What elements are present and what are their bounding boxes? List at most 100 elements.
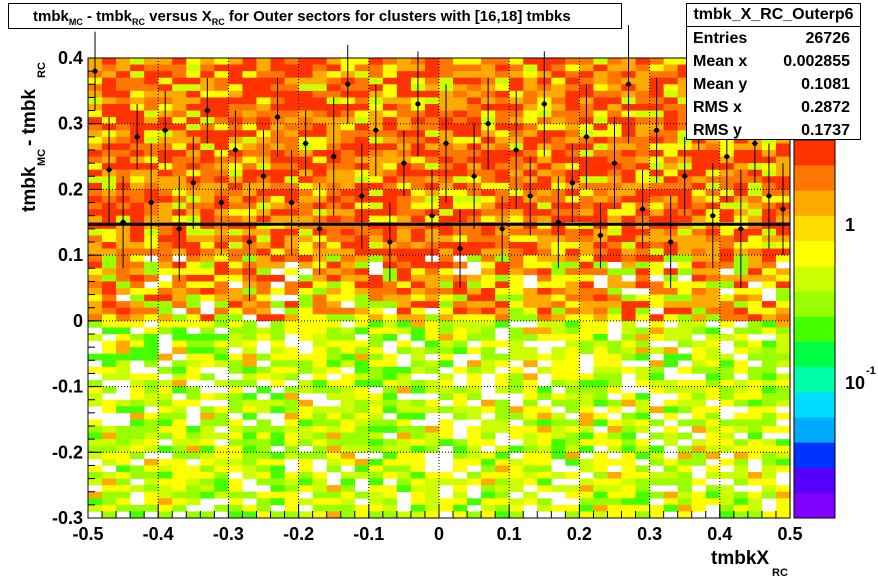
heatmap-cell	[621, 452, 636, 460]
heatmap-cell	[635, 71, 650, 79]
heatmap-cell	[326, 380, 342, 387]
heatmap-cell	[214, 465, 229, 473]
heatmap-cell	[551, 419, 566, 427]
heatmap-cell	[368, 301, 384, 309]
heatmap-cell	[775, 294, 791, 302]
heatmap-cell	[733, 294, 749, 302]
heatmap-cell	[775, 301, 791, 309]
heatmap-cell	[481, 228, 496, 236]
heatmap-cell	[200, 235, 215, 243]
heatmap-cell	[312, 426, 327, 433]
x-axis-label-sub: RC	[772, 567, 788, 578]
heatmap-cell	[326, 261, 342, 269]
profile-point	[359, 193, 365, 199]
heatmap-cell	[635, 419, 650, 427]
heatmap-cell	[200, 327, 215, 335]
heatmap-cell	[158, 320, 173, 328]
heatmap-cell	[649, 511, 664, 519]
heatmap-cell	[186, 314, 201, 322]
heatmap-cell	[410, 399, 426, 407]
heatmap-cell	[410, 458, 426, 466]
heatmap-cell	[593, 294, 608, 302]
heatmap-cell	[775, 353, 791, 361]
heatmap-cell	[382, 130, 398, 138]
heatmap-cell	[116, 301, 131, 309]
heatmap-cell	[621, 150, 636, 157]
heatmap-cell	[607, 215, 622, 223]
heatmap-cell	[270, 163, 285, 171]
heatmap-cell	[410, 196, 426, 203]
heatmap-cell	[747, 202, 763, 210]
heatmap-cell	[593, 452, 608, 460]
heatmap-cell	[242, 169, 257, 177]
heatmap-cell	[354, 426, 370, 433]
heatmap-cell	[312, 511, 327, 519]
heatmap-cell	[158, 472, 173, 479]
heatmap-cell	[354, 136, 370, 144]
heatmap-cell	[565, 274, 580, 282]
heatmap-cell	[607, 274, 622, 282]
heatmap-cell	[186, 399, 201, 407]
heatmap-cell	[635, 248, 650, 256]
heatmap-cell	[677, 104, 693, 111]
heatmap-cell	[453, 97, 468, 105]
heatmap-cell	[172, 320, 187, 328]
heatmap-cell	[705, 439, 721, 447]
heatmap-cell	[621, 228, 636, 236]
heatmap-cell	[579, 189, 594, 197]
heatmap-cell	[453, 150, 468, 157]
heatmap-cell	[130, 268, 145, 276]
heatmap-cell	[593, 163, 608, 171]
heatmap-cell	[200, 432, 215, 440]
heatmap-cell	[284, 347, 299, 355]
heatmap-cell	[256, 77, 271, 85]
heatmap-cell	[368, 445, 384, 453]
heatmap-cell	[565, 393, 580, 401]
heatmap-cell	[481, 491, 496, 499]
heatmap-cell	[102, 314, 117, 322]
heatmap-cell	[691, 504, 707, 512]
heatmap-cell	[677, 504, 693, 512]
heatmap-cell	[214, 71, 229, 79]
heatmap-cell	[424, 274, 440, 282]
heatmap-cell	[172, 136, 187, 144]
heatmap-cell	[565, 281, 580, 289]
heatmap-cell	[326, 90, 342, 98]
heatmap-cell	[453, 465, 468, 473]
heatmap-cell	[354, 511, 370, 519]
heatmap-cell	[537, 235, 552, 243]
heatmap-cell	[144, 288, 159, 295]
heatmap-cell	[256, 97, 271, 105]
heatmap-cell	[565, 90, 580, 98]
heatmap-cell	[340, 426, 356, 433]
heatmap-cell	[593, 334, 608, 341]
profile-point	[190, 180, 196, 186]
heatmap-cell	[537, 314, 552, 322]
profile-point	[471, 173, 477, 179]
heatmap-cell	[242, 327, 257, 335]
heatmap-cell	[467, 64, 482, 72]
heatmap-cell	[102, 386, 117, 394]
heatmap-cell	[424, 90, 440, 98]
heatmap-cell	[144, 504, 159, 512]
heatmap-cell	[719, 320, 735, 328]
heatmap-cell	[242, 465, 257, 473]
heatmap-cell	[172, 143, 187, 151]
heatmap-cell	[172, 373, 187, 381]
heatmap-cell	[88, 255, 103, 263]
heatmap-cell	[593, 84, 608, 92]
heatmap-cell	[453, 182, 468, 190]
heatmap-cell	[228, 360, 243, 368]
heatmap-cell	[733, 314, 749, 322]
heatmap-cell	[691, 255, 707, 263]
heatmap-cell	[158, 281, 173, 289]
heatmap-cell	[495, 156, 510, 164]
heatmap-cell	[130, 426, 145, 433]
heatmap-cell	[775, 268, 791, 276]
heatmap-cell	[242, 150, 257, 157]
heatmap-cell	[439, 439, 454, 447]
heatmap-cell	[382, 386, 398, 394]
heatmap-cell	[130, 439, 145, 447]
heatmap-cell	[284, 320, 299, 328]
heatmap-cell	[312, 71, 327, 79]
